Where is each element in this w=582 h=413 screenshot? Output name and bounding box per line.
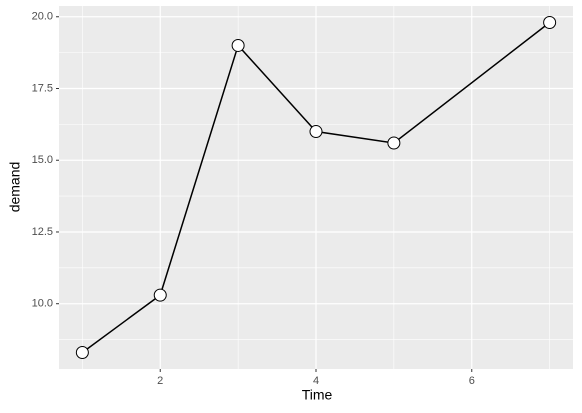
x-axis-title: Time [302,387,333,403]
x-tick-label: 2 [157,375,163,387]
point [153,288,167,302]
y-tick-label: 12.5 [32,226,53,238]
y-tick-label: 10.0 [32,298,53,310]
point [543,16,557,29]
point [75,346,89,359]
point [309,125,323,139]
x-tick-label: 6 [469,375,475,387]
y-tick-label: 20.0 [32,11,53,23]
line [81,21,551,354]
y-tick-label: 17.5 [32,82,53,94]
point [231,38,245,52]
y-tick-label: 15.0 [32,154,53,166]
x-tick-label: 4 [313,375,319,387]
y-axis-title: demand [7,162,23,213]
point [387,136,401,150]
